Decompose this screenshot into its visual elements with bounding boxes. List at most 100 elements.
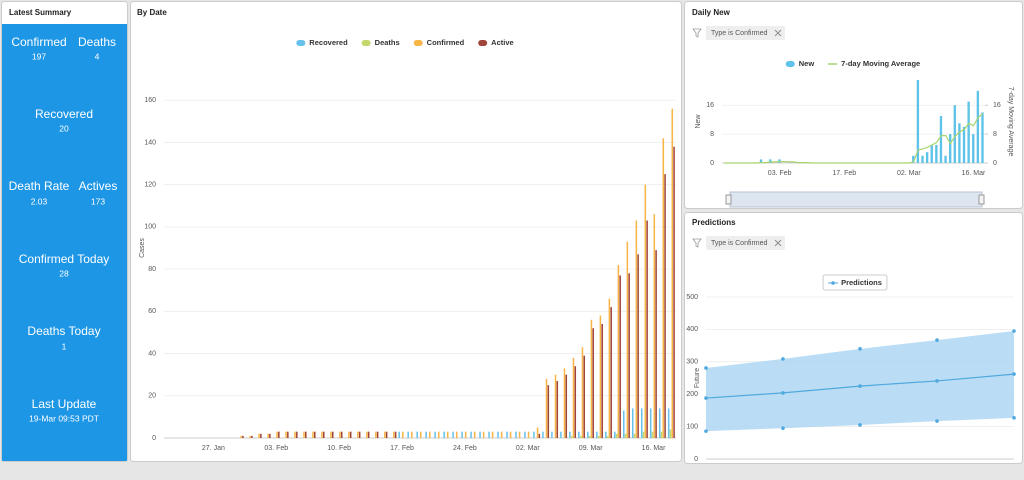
- x-tick-label: 03. Feb: [264, 445, 288, 452]
- legend-item[interactable]: Predictions: [828, 278, 882, 287]
- bar: [664, 174, 666, 438]
- point[interactable]: [1012, 372, 1016, 376]
- x-tick-label: 16. Mar: [962, 170, 986, 177]
- chip-close[interactable]: [774, 239, 782, 247]
- stat-value: 20: [59, 123, 69, 133]
- legend-item[interactable]: Active: [478, 38, 514, 47]
- bar: [565, 374, 568, 438]
- bar: [491, 431, 494, 438]
- chip-close[interactable]: [774, 29, 782, 37]
- bar: [640, 408, 643, 438]
- chip-bg: [706, 236, 785, 250]
- y-tick-label: 300: [686, 359, 698, 366]
- bar: [556, 381, 559, 438]
- legend-item[interactable]: 7-day Moving Average: [828, 59, 920, 68]
- panel-title: Predictions: [692, 218, 736, 227]
- filter-chip[interactable]: Type is Confirmed: [692, 236, 785, 250]
- bar: [958, 123, 961, 163]
- bar: [398, 431, 400, 438]
- bar: [506, 431, 508, 438]
- bar: [916, 80, 920, 163]
- bar: [624, 433, 627, 438]
- bar: [393, 431, 395, 438]
- bar: [240, 435, 242, 438]
- bar: [935, 144, 938, 163]
- legend-item[interactable]: Confirmed: [413, 38, 465, 47]
- y-axis-title: Future: [694, 368, 701, 388]
- legend-item[interactable]: Recovered: [296, 38, 348, 47]
- bar: [260, 433, 262, 438]
- bar: [294, 431, 296, 438]
- bar: [588, 435, 591, 438]
- bar: [615, 433, 618, 438]
- bar: [921, 155, 924, 163]
- bar: [930, 144, 933, 163]
- point[interactable]: [781, 391, 785, 395]
- legend-item[interactable]: New: [785, 59, 815, 68]
- bar: [560, 431, 562, 438]
- bar: [267, 433, 269, 438]
- bar: [608, 298, 611, 438]
- bar: [470, 431, 472, 438]
- x-tick-label: 02. Mar: [516, 445, 540, 452]
- bar: [631, 408, 634, 438]
- point[interactable]: [704, 429, 708, 433]
- bar: [972, 134, 975, 163]
- point[interactable]: [858, 384, 862, 388]
- x-tick-label: 10. Feb: [327, 445, 351, 452]
- bar: [769, 159, 772, 163]
- bar: [572, 357, 575, 438]
- bar: [649, 408, 652, 438]
- bar: [545, 378, 548, 438]
- x-tick-label: 02. Mar: [897, 170, 921, 177]
- x-tick-label: 03. Feb: [768, 170, 792, 177]
- x-tick-label: 27. Jan: [202, 445, 225, 452]
- navigator-handle[interactable]: [978, 194, 985, 205]
- stat-label: Confirmed: [11, 35, 66, 49]
- point[interactable]: [704, 396, 708, 400]
- legend-label: Active: [491, 38, 514, 47]
- point[interactable]: [781, 426, 785, 431]
- bar: [497, 431, 499, 438]
- navigator[interactable]: [729, 191, 983, 208]
- filter-icon: [692, 28, 702, 38]
- bar: [976, 90, 980, 163]
- bar: [349, 431, 352, 438]
- point[interactable]: [935, 338, 939, 342]
- point[interactable]: [935, 379, 939, 383]
- legend-item[interactable]: Deaths: [361, 38, 400, 47]
- x-tick-label: 17. Feb: [390, 445, 414, 452]
- legend-label: 7-day Moving Average: [841, 59, 920, 68]
- bar: [533, 431, 535, 438]
- bar: [258, 433, 260, 438]
- bar: [626, 241, 629, 438]
- point[interactable]: [858, 347, 862, 351]
- navigator-handle[interactable]: [725, 194, 732, 205]
- bar: [547, 385, 550, 438]
- panel: [130, 1, 682, 462]
- x-tick-label: 24. Feb: [453, 445, 477, 452]
- point[interactable]: [1012, 416, 1016, 420]
- legend-label: Confirmed: [427, 38, 465, 47]
- point[interactable]: [935, 419, 939, 423]
- bar: [446, 431, 449, 438]
- point[interactable]: [704, 366, 708, 370]
- chip-text: Type is Confirmed: [711, 30, 768, 37]
- point[interactable]: [858, 423, 862, 427]
- bar: [653, 214, 656, 438]
- bar: [651, 431, 654, 438]
- y-tick-label: 120: [144, 182, 156, 189]
- confidence-band: [706, 331, 1014, 432]
- legend: New 7-day Moving Average: [785, 59, 920, 68]
- stat-value: 19-Mar 09:53 PDT: [29, 413, 99, 423]
- bar: [488, 431, 490, 438]
- bar: [939, 116, 943, 163]
- bar: [597, 435, 600, 438]
- filter-chip[interactable]: Type is Confirmed: [692, 26, 785, 40]
- point[interactable]: [1012, 329, 1016, 333]
- y-tick-label: 400: [686, 326, 698, 333]
- y-tick-label: 80: [148, 266, 156, 273]
- y-axis-title: Cases: [139, 238, 146, 258]
- x-tick-label: 16. Mar: [642, 445, 666, 452]
- point[interactable]: [781, 357, 785, 361]
